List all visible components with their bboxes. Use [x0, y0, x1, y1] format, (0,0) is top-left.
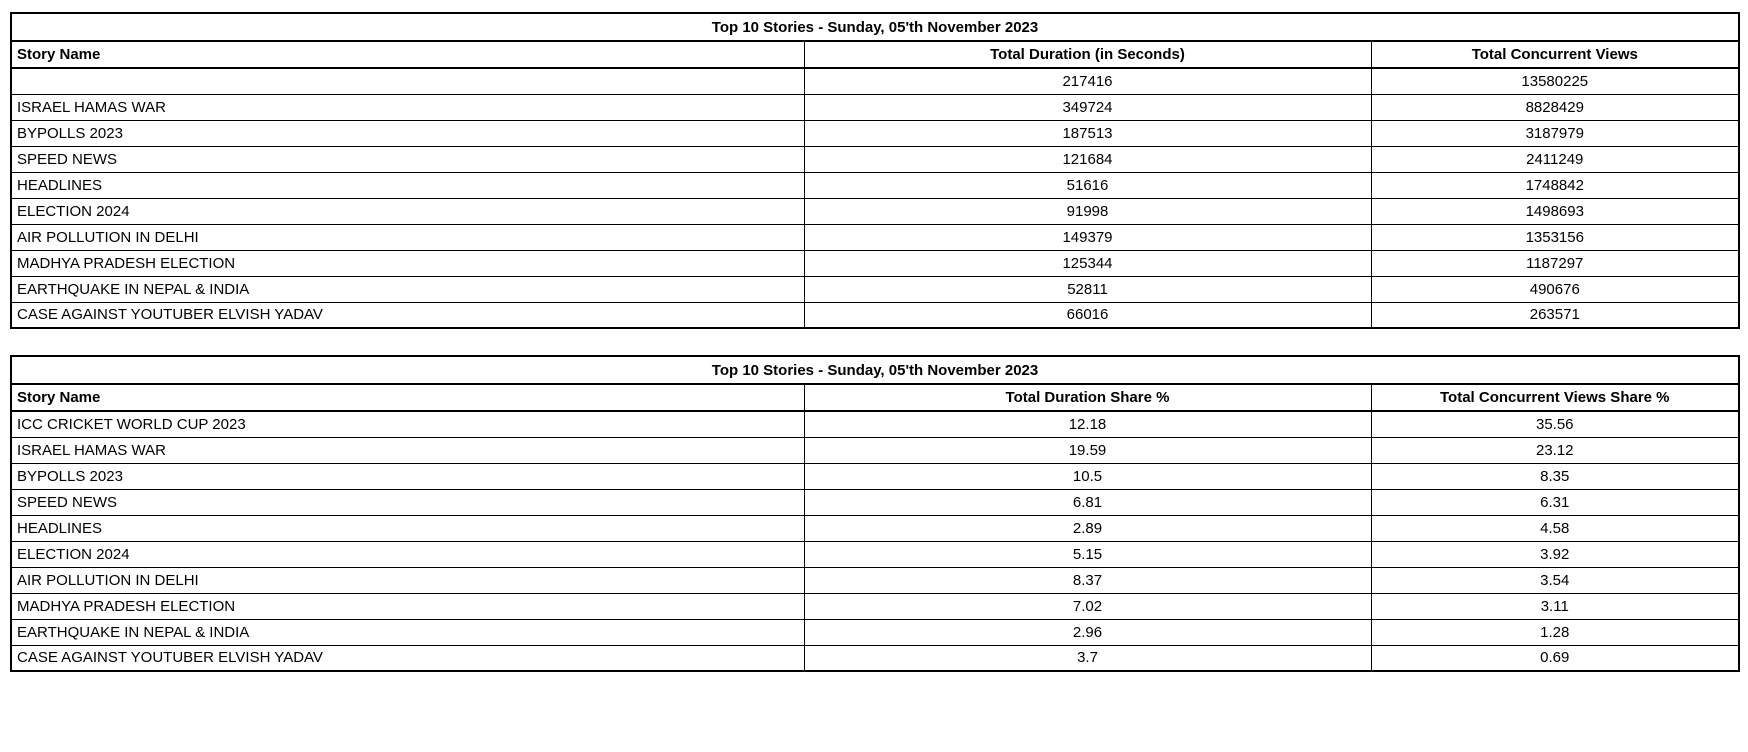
table-row: SPEED NEWS 6.81 6.31: [10, 488, 1740, 516]
spreadsheet-area: Top 10 Stories - Sunday, 05'th November …: [10, 12, 1741, 672]
value-cell: 5.15: [803, 540, 1372, 568]
table-row: CASE AGAINST YOUTUBER ELVISH YADAV 66016 2…: [10, 301, 1740, 329]
table-row: ELECTION 2024 5.15 3.92: [10, 540, 1740, 568]
story-name-cell: SPEED NEWS: [10, 145, 805, 173]
story-name-cell: MADHYA PRADESH ELECTION: [10, 249, 805, 277]
column-header-total-duration: Total Duration (in Seconds): [803, 40, 1372, 69]
value-cell: 6.81: [803, 488, 1372, 516]
story-name-cell: CASE AGAINST YOUTUBER ELVISH YADAV: [10, 644, 805, 672]
value-cell: 8.37: [803, 566, 1372, 594]
column-header-story-name: Story Name: [10, 383, 805, 412]
table-row: ICC CRICKET WORLD CUP 2023 12.18 35.56: [10, 410, 1740, 438]
value-cell: 0.69: [1370, 644, 1740, 672]
value-cell: 1498693: [1370, 197, 1740, 225]
value-cell: 8828429: [1370, 93, 1740, 121]
table-row: MADHYA PRADESH ELECTION 125344 1187297: [10, 249, 1740, 277]
value-cell: 121684: [803, 145, 1372, 173]
table-row: CASE AGAINST YOUTUBER ELVISH YADAV 3.7 0.6…: [10, 644, 1740, 672]
story-name-cell: BYPOLLS 2023: [10, 462, 805, 490]
top-stories-share-table: Top 10 Stories - Sunday, 05'th November …: [10, 355, 1741, 672]
top-stories-totals-table: Top 10 Stories - Sunday, 05'th November …: [10, 12, 1741, 329]
value-cell: 349724: [803, 93, 1372, 121]
story-name-cell: [10, 67, 805, 95]
table-title-row: Top 10 Stories - Sunday, 05'th November …: [10, 12, 1740, 42]
table-row: HEADLINES 51616 1748842: [10, 171, 1740, 199]
value-cell: 4.58: [1370, 514, 1740, 542]
value-cell: 3.11: [1370, 592, 1740, 620]
value-cell: 19.59: [803, 436, 1372, 464]
table-title: Top 10 Stories - Sunday, 05'th November …: [10, 12, 1740, 42]
story-name-cell: ISRAEL HAMAS WAR: [10, 93, 805, 121]
story-name-cell: MADHYA PRADESH ELECTION: [10, 592, 805, 620]
value-cell: 6.31: [1370, 488, 1740, 516]
column-header-story-name: Story Name: [10, 40, 805, 69]
value-cell: 12.18: [803, 410, 1372, 438]
value-cell: 1187297: [1370, 249, 1740, 277]
table-row: AIR POLLUTION IN DELHI 149379 1353156: [10, 223, 1740, 251]
value-cell: 2.96: [803, 618, 1372, 646]
table-title-row: Top 10 Stories - Sunday, 05'th November …: [10, 355, 1740, 385]
value-cell: 1748842: [1370, 171, 1740, 199]
value-cell: 217416: [803, 67, 1372, 95]
story-name-cell: EARTHQUAKE IN NEPAL & INDIA: [10, 618, 805, 646]
table-row: AIR POLLUTION IN DELHI 8.37 3.54: [10, 566, 1740, 594]
value-cell: 490676: [1370, 275, 1740, 303]
column-header-duration-share: Total Duration Share %: [803, 383, 1372, 412]
value-cell: 3.54: [1370, 566, 1740, 594]
value-cell: 8.35: [1370, 462, 1740, 490]
table-header-row: Story Name Total Duration Share % Total …: [10, 383, 1740, 412]
value-cell: 3.92: [1370, 540, 1740, 568]
table-body: ICC CRICKET WORLD CUP 2023 12.18 35.56 ISRA…: [10, 410, 1740, 672]
story-name-cell: ELECTION 2024: [10, 540, 805, 568]
value-cell: 52811: [803, 275, 1372, 303]
story-name-cell: BYPOLLS 2023: [10, 119, 805, 147]
table-row: ISRAEL HAMAS WAR 349724 8828429: [10, 93, 1740, 121]
value-cell: 23.12: [1370, 436, 1740, 464]
value-cell: 7.02: [803, 592, 1372, 620]
value-cell: 10.5: [803, 462, 1372, 490]
value-cell: 3.7: [803, 644, 1372, 672]
table-row: ISRAEL HAMAS WAR 19.59 23.12: [10, 436, 1740, 464]
value-cell: 1353156: [1370, 223, 1740, 251]
story-name-cell: AIR POLLUTION IN DELHI: [10, 223, 805, 251]
value-cell: 13580225: [1370, 67, 1740, 95]
table-row: BYPOLLS 2023 10.5 8.35: [10, 462, 1740, 490]
story-name-cell: SPEED NEWS: [10, 488, 805, 516]
table-row: BYPOLLS 2023 187513 3187979: [10, 119, 1740, 147]
column-header-total-concurrent-views: Total Concurrent Views: [1370, 40, 1740, 69]
value-cell: 51616: [803, 171, 1372, 199]
table-row: MADHYA PRADESH ELECTION 7.02 3.11: [10, 592, 1740, 620]
value-cell: 149379: [803, 223, 1372, 251]
story-name-cell: ICC CRICKET WORLD CUP 2023: [10, 410, 805, 438]
table-row: 217416 13580225: [10, 67, 1740, 95]
column-header-views-share: Total Concurrent Views Share %: [1370, 383, 1740, 412]
story-name-cell: ELECTION 2024: [10, 197, 805, 225]
value-cell: 2.89: [803, 514, 1372, 542]
story-name-cell: HEADLINES: [10, 171, 805, 199]
table-header-row: Story Name Total Duration (in Seconds) T…: [10, 40, 1740, 69]
value-cell: 1.28: [1370, 618, 1740, 646]
story-name-cell: HEADLINES: [10, 514, 805, 542]
story-name-cell: ISRAEL HAMAS WAR: [10, 436, 805, 464]
story-name-cell: EARTHQUAKE IN NEPAL & INDIA: [10, 275, 805, 303]
value-cell: 3187979: [1370, 119, 1740, 147]
table-row: ELECTION 2024 91998 1498693: [10, 197, 1740, 225]
table-row: EARTHQUAKE IN NEPAL & INDIA 2.96 1.28: [10, 618, 1740, 646]
table-row: HEADLINES 2.89 4.58: [10, 514, 1740, 542]
table-row: SPEED NEWS 121684 2411249: [10, 145, 1740, 173]
table-title: Top 10 Stories - Sunday, 05'th November …: [10, 355, 1740, 385]
table-body: 217416 13580225 ISRAEL HAMAS WAR 349724 8828…: [10, 67, 1740, 329]
value-cell: 187513: [803, 119, 1372, 147]
value-cell: 125344: [803, 249, 1372, 277]
value-cell: 66016: [803, 301, 1372, 329]
value-cell: 2411249: [1370, 145, 1740, 173]
table-row: EARTHQUAKE IN NEPAL & INDIA 52811 490676: [10, 275, 1740, 303]
story-name-cell: CASE AGAINST YOUTUBER ELVISH YADAV: [10, 301, 805, 329]
value-cell: 91998: [803, 197, 1372, 225]
value-cell: 35.56: [1370, 410, 1740, 438]
story-name-cell: AIR POLLUTION IN DELHI: [10, 566, 805, 594]
value-cell: 263571: [1370, 301, 1740, 329]
